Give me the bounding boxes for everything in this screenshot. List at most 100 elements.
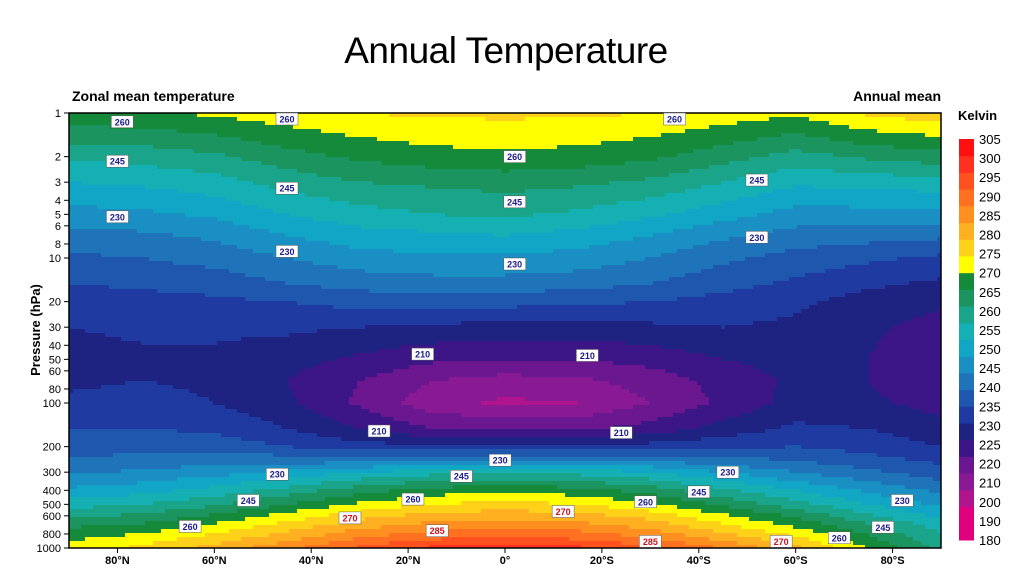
field-cell <box>345 137 350 142</box>
field-cell <box>353 181 358 186</box>
field-cell <box>693 133 698 138</box>
field-cell <box>545 133 550 138</box>
field-cell <box>217 129 222 134</box>
field-cell <box>377 153 382 158</box>
field-cell <box>409 129 414 134</box>
field-cell <box>497 193 502 198</box>
field-cell <box>93 173 98 178</box>
field-cell <box>77 141 82 146</box>
field-cell <box>277 201 282 206</box>
field-cell <box>269 141 274 146</box>
field-cell <box>549 181 554 186</box>
field-cell <box>193 161 198 166</box>
field-cell <box>85 197 90 202</box>
field-cell <box>585 193 590 198</box>
field-cell <box>481 161 486 166</box>
field-cell <box>457 117 462 122</box>
field-cell <box>873 137 878 142</box>
field-cell <box>733 165 738 170</box>
field-cell <box>641 161 646 166</box>
field-cell <box>681 141 686 146</box>
field-cell <box>893 125 898 130</box>
field-cell <box>849 201 854 206</box>
field-cell <box>869 193 874 198</box>
field-cell <box>797 173 802 178</box>
field-cell <box>661 141 666 146</box>
field-cell <box>537 185 542 190</box>
field-cell <box>893 173 898 178</box>
field-cell <box>677 201 682 206</box>
field-cell <box>869 137 874 142</box>
field-cell <box>461 181 466 186</box>
field-cell <box>73 125 78 130</box>
field-cell <box>825 177 830 182</box>
field-cell <box>105 141 110 146</box>
field-cell <box>361 189 366 194</box>
field-cell <box>369 149 374 154</box>
field-cell <box>849 165 854 170</box>
field-cell <box>673 197 678 202</box>
field-cell <box>757 137 762 142</box>
field-cell <box>93 137 98 142</box>
field-cell <box>233 125 238 130</box>
field-cell <box>481 153 486 158</box>
field-cell <box>161 117 166 122</box>
field-cell <box>345 149 350 154</box>
field-cell <box>157 141 162 146</box>
field-cell <box>241 141 246 146</box>
field-cell <box>85 133 90 138</box>
field-cell <box>221 117 226 122</box>
field-cell <box>369 193 374 198</box>
field-cell <box>493 177 498 182</box>
field-cell <box>773 165 778 170</box>
field-cell <box>189 177 194 182</box>
field-cell <box>413 161 418 166</box>
field-cell <box>189 121 194 126</box>
field-cell <box>753 125 758 130</box>
field-cell <box>597 157 602 162</box>
field-cell <box>553 145 558 150</box>
field-cell <box>909 181 914 186</box>
field-cell <box>933 161 938 166</box>
field-cell <box>709 121 714 126</box>
field-cell <box>189 157 194 162</box>
field-cell <box>909 157 914 162</box>
field-cell <box>161 165 166 170</box>
field-cell <box>713 197 718 202</box>
field-cell <box>841 157 846 162</box>
field-cell <box>649 129 654 134</box>
field-cell <box>533 185 538 190</box>
field-cell <box>597 129 602 134</box>
field-cell <box>913 125 918 130</box>
field-cell <box>381 201 386 206</box>
field-cell <box>681 133 686 138</box>
field-cell <box>925 137 930 142</box>
field-cell <box>77 185 82 190</box>
field-cell <box>625 125 630 130</box>
field-cell <box>641 181 646 186</box>
field-cell <box>609 197 614 202</box>
field-cell <box>901 161 906 166</box>
field-cell <box>329 157 334 162</box>
field-cell <box>817 169 822 174</box>
field-cell <box>225 125 230 130</box>
field-cell <box>813 129 818 134</box>
field-cell <box>393 185 398 190</box>
field-cell <box>421 189 426 194</box>
field-cell <box>797 137 802 142</box>
field-cell <box>133 193 138 198</box>
field-cell <box>477 197 482 202</box>
field-cell <box>325 129 330 134</box>
field-cell <box>757 153 762 158</box>
field-cell <box>777 169 782 174</box>
field-cell <box>893 185 898 190</box>
field-cell <box>185 149 190 154</box>
field-cell <box>813 177 818 182</box>
field-cell <box>417 141 422 146</box>
field-cell <box>281 141 286 146</box>
field-cell <box>921 157 926 162</box>
field-cell <box>265 133 270 138</box>
field-cell <box>861 181 866 186</box>
field-cell <box>145 157 150 162</box>
field-cell <box>153 189 158 194</box>
